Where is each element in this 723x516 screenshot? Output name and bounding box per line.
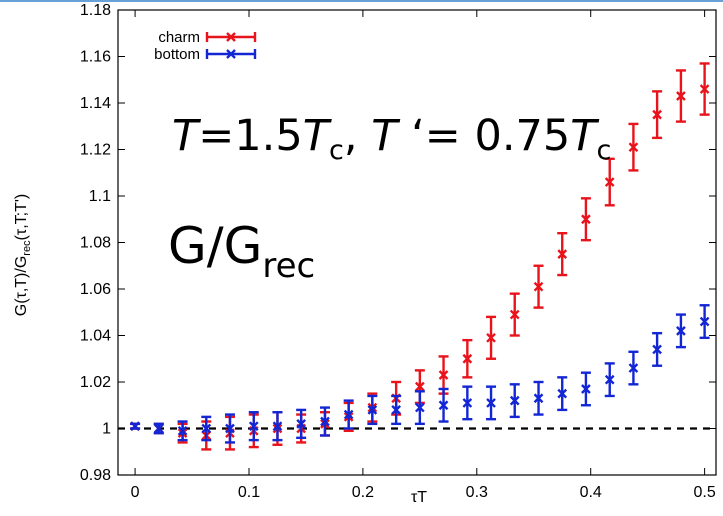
y-tick-label: 1.18 [80, 2, 111, 19]
legend: charm bottom [154, 29, 257, 63]
y-axis-label: G(τ,T)/Grec(τ,T;T') [13, 194, 33, 317]
point-charm [652, 109, 662, 120]
y-tick-label: 0.98 [80, 467, 111, 484]
point-charm [628, 142, 639, 153]
point-bottom [486, 398, 496, 408]
legend-label-charm: charm [158, 29, 200, 46]
point-bottom [391, 405, 402, 415]
point-bottom [272, 421, 283, 432]
series-bottom [130, 304, 710, 444]
point-bottom [320, 416, 330, 427]
x-tick-label: 0 [131, 484, 140, 501]
legend-marker-bottom [226, 49, 236, 59]
point-bottom [557, 388, 568, 399]
x-tick-label: 0.4 [580, 484, 602, 501]
x-axis-label: τT [411, 489, 427, 506]
point-bottom [652, 344, 662, 355]
y-tick-label: 1.12 [80, 142, 111, 159]
point-bottom [628, 363, 639, 373]
point-charm [699, 84, 710, 94]
point-charm [509, 309, 520, 320]
point-bottom [699, 316, 710, 327]
legend-swatch-charm [205, 32, 257, 42]
point-bottom [676, 326, 686, 336]
axis-tick-labels: 0 0.1 0.2 0.3 0.4 0.5 0.98 1 1.02 1.04 1.06 1.08 1.1… [80, 2, 716, 501]
temperature-annotation: T=1.5Tc, T ‘= 0.75Tc [172, 111, 611, 166]
x-tick-label: 0.5 [693, 484, 715, 501]
point-bottom [296, 419, 307, 429]
point-bottom [177, 425, 188, 436]
point-bottom [248, 421, 259, 432]
point-bottom [462, 398, 473, 408]
x-tick-label: 0.1 [238, 484, 260, 501]
y-tick-label: 1.16 [80, 49, 111, 66]
y-tick-label: 1.06 [80, 281, 111, 298]
point-bottom [153, 423, 164, 434]
point-charm [414, 381, 425, 392]
point-charm [462, 353, 473, 364]
point-bottom [414, 402, 425, 413]
point-bottom [130, 421, 140, 432]
legend-swatches [205, 32, 257, 59]
point-bottom [509, 395, 520, 406]
legend-swatch-bottom [205, 49, 257, 59]
point-charm [557, 249, 568, 259]
axis-ticks [118, 9, 716, 476]
y-tick-label: 1.1 [89, 188, 111, 205]
point-charm [533, 281, 544, 292]
x-tick-label: 0.3 [466, 484, 488, 501]
point-bottom [343, 409, 354, 420]
y-tick-label: 1.02 [80, 374, 111, 391]
y-tick-label: 1.14 [80, 95, 111, 112]
point-bottom [367, 405, 378, 415]
point-charm [438, 370, 449, 380]
y-tick-label: 1 [102, 421, 111, 438]
ratio-annotation: G/Grec [168, 217, 315, 286]
point-charm [676, 91, 686, 101]
series-layer [130, 62, 710, 451]
x-tick-label: 0.2 [352, 484, 374, 501]
point-bottom [533, 393, 544, 404]
y-tick-label: 1.04 [80, 328, 111, 345]
point-bottom [225, 423, 235, 434]
point-bottom [438, 400, 449, 411]
point-charm [486, 332, 496, 343]
point-charm [581, 214, 591, 225]
legend-label-bottom: bottom [154, 46, 200, 63]
y-tick-label: 1.08 [80, 235, 111, 252]
point-bottom [604, 374, 615, 385]
point-bottom [201, 423, 212, 434]
point-charm [604, 177, 615, 187]
point-bottom [581, 384, 591, 394]
legend-marker-charm [226, 32, 236, 42]
